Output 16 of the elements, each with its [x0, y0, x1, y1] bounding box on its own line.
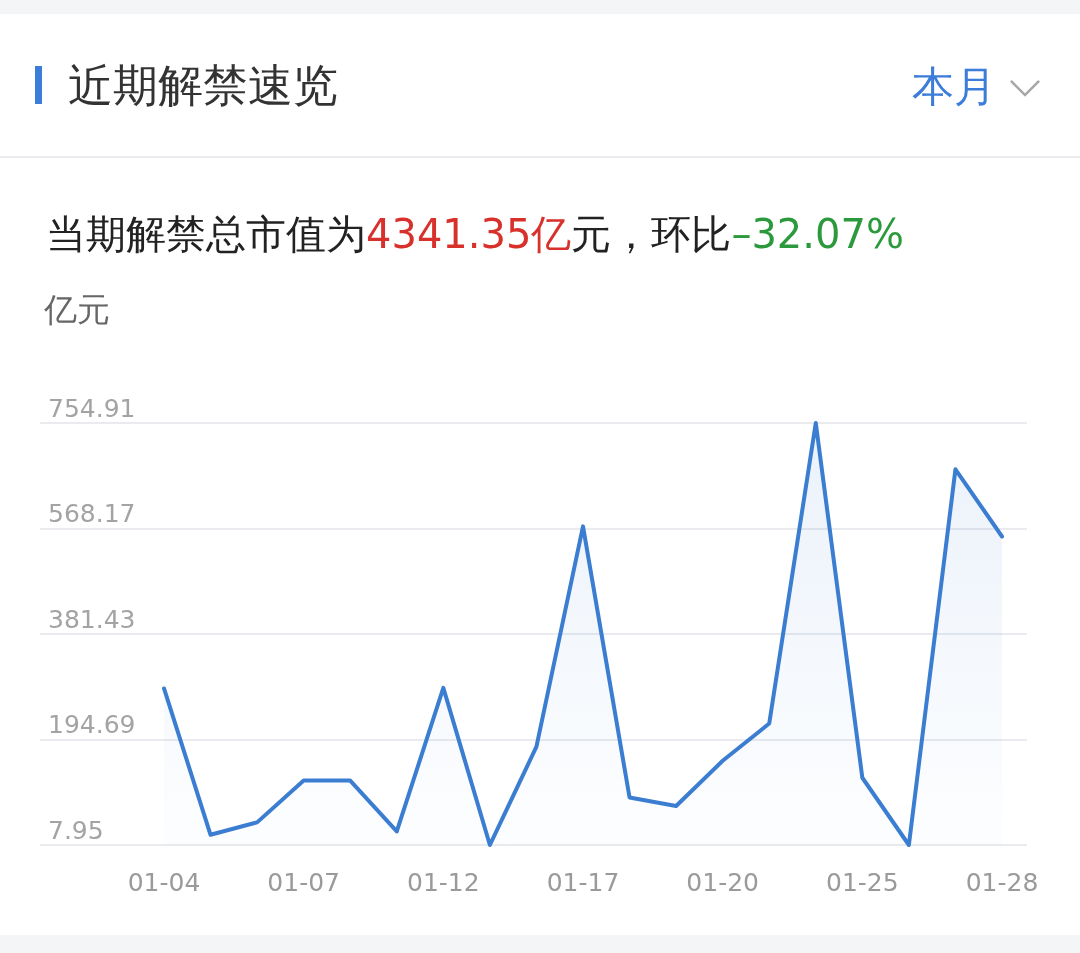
text: 本月 [912, 61, 996, 113]
y-tick-label: 754.91 [48, 393, 136, 423]
y-tick-label: 381.43 [48, 604, 136, 634]
x-tick-label: 01-25 [826, 867, 899, 897]
x-tick-label: 01-07 [267, 867, 340, 897]
chart-subtitle: 当期解禁总市值为4341.35亿元，环比–32.07% [46, 210, 904, 258]
y-tick-label: 194.69 [48, 710, 136, 739]
x-tick-label: 01-17 [546, 867, 620, 897]
x-tick-label: 01-20 [686, 867, 759, 897]
chart-title: 近期解禁速览 [68, 58, 338, 114]
y-tick-label: 568.17 [48, 499, 136, 528]
y-tick-label: 7.95 [48, 815, 104, 845]
x-tick-label: 01-28 [965, 867, 1039, 897]
x-tick-label: 01-04 [127, 867, 201, 897]
x-tick-label: 01-12 [407, 867, 480, 897]
y-axis-title: 亿元 [44, 290, 110, 330]
